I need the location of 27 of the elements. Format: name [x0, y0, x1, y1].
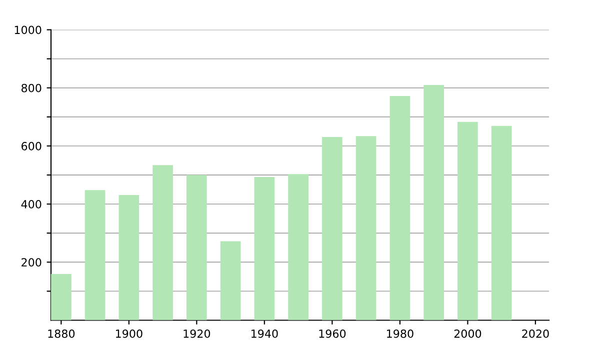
bar	[84, 190, 106, 320]
bar	[51, 274, 72, 320]
bar	[322, 136, 342, 320]
x-tick-label: 1940	[252, 329, 278, 338]
x-tick-label: 1960	[319, 329, 346, 338]
bar	[118, 195, 140, 320]
x-tick-label: 1880	[48, 329, 75, 338]
bar	[390, 96, 410, 320]
x-tick-label: 1900	[116, 329, 142, 338]
y-tick-label: 800	[22, 84, 42, 92]
x-tick-label: 2000	[454, 329, 482, 338]
bar	[186, 175, 207, 320]
x-tick-label: 1980	[387, 329, 414, 338]
y-tick-label: 200	[22, 258, 42, 267]
x-tick-label: 2020	[522, 329, 549, 338]
bar	[356, 136, 376, 320]
bar	[288, 174, 308, 320]
y-tick-label: 600	[22, 142, 42, 150]
bar	[220, 241, 241, 320]
y-tick-label: 1000	[14, 26, 42, 34]
y-tick-label: 400	[21, 200, 42, 208]
bar	[152, 165, 173, 320]
bar	[254, 177, 275, 320]
x-tick-label: 1920	[184, 329, 210, 338]
bar	[491, 126, 512, 320]
bar	[458, 122, 478, 320]
bar	[424, 84, 444, 320]
